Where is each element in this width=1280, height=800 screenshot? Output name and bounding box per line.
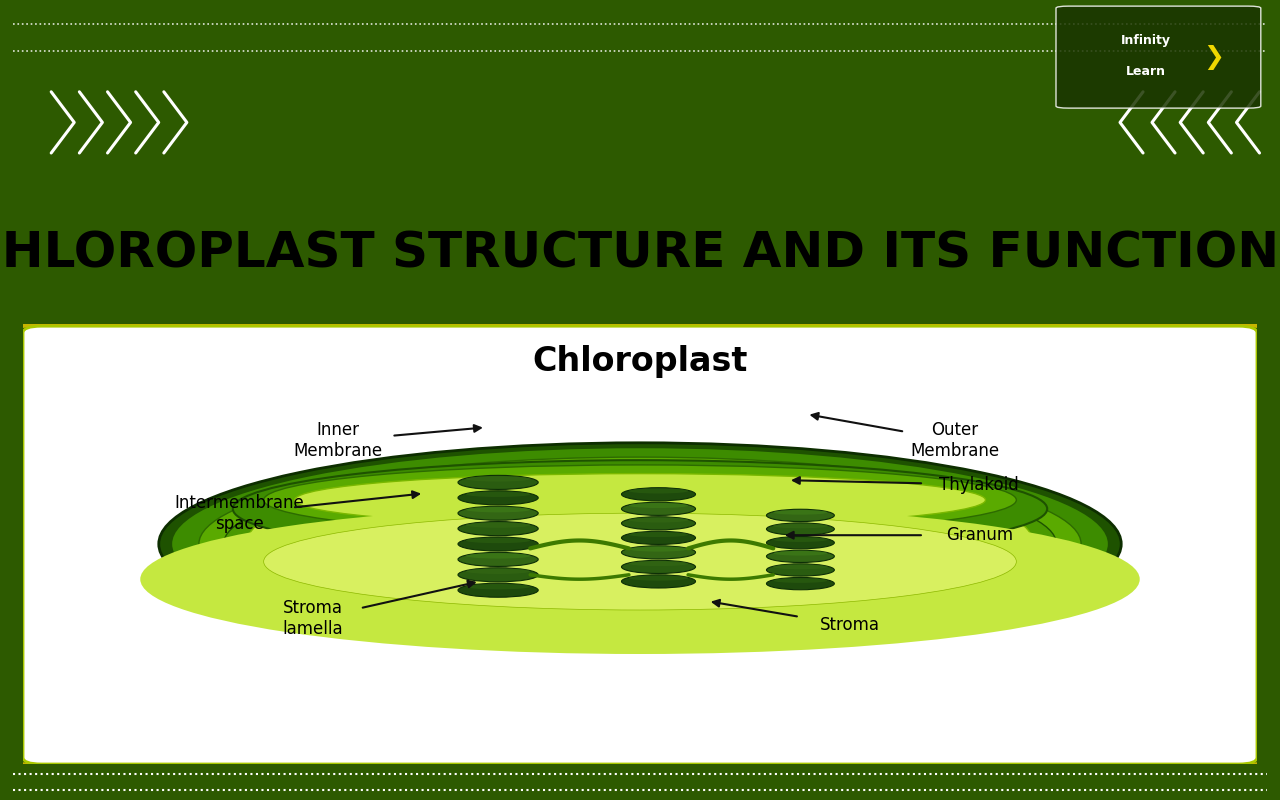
Ellipse shape (458, 552, 538, 566)
Ellipse shape (466, 522, 530, 528)
Ellipse shape (767, 537, 835, 549)
Ellipse shape (141, 504, 1139, 654)
Ellipse shape (248, 470, 1032, 609)
Ellipse shape (628, 532, 689, 537)
Ellipse shape (466, 492, 530, 497)
Text: CHLOROPLAST STRUCTURE AND ITS FUNCTIONS: CHLOROPLAST STRUCTURE AND ITS FUNCTIONS (0, 230, 1280, 278)
Text: Outer
Membrane: Outer Membrane (910, 421, 1000, 460)
Ellipse shape (628, 503, 689, 508)
Text: Granum: Granum (946, 526, 1012, 544)
Ellipse shape (628, 575, 689, 581)
Ellipse shape (466, 476, 530, 482)
Ellipse shape (172, 447, 1108, 641)
FancyBboxPatch shape (23, 326, 1257, 764)
Ellipse shape (773, 565, 828, 570)
Ellipse shape (628, 518, 689, 522)
Ellipse shape (458, 583, 538, 598)
Ellipse shape (264, 465, 1016, 535)
Ellipse shape (767, 550, 835, 562)
Ellipse shape (224, 466, 1056, 622)
Text: Chloroplast: Chloroplast (532, 345, 748, 378)
Ellipse shape (773, 510, 828, 514)
Text: Inner
Membrane: Inner Membrane (293, 421, 383, 460)
Ellipse shape (458, 506, 538, 520)
Ellipse shape (773, 578, 828, 583)
Text: Intermembrane
space: Intermembrane space (174, 494, 303, 533)
Ellipse shape (466, 507, 530, 512)
Ellipse shape (628, 546, 689, 551)
Ellipse shape (466, 569, 530, 574)
Ellipse shape (767, 578, 835, 590)
FancyBboxPatch shape (17, 324, 1263, 766)
Ellipse shape (622, 488, 695, 501)
Text: Infinity: Infinity (1120, 34, 1171, 47)
Ellipse shape (294, 474, 986, 526)
Ellipse shape (466, 584, 530, 590)
Ellipse shape (773, 538, 828, 542)
Ellipse shape (628, 489, 689, 494)
Ellipse shape (458, 475, 538, 490)
Ellipse shape (159, 442, 1121, 645)
Ellipse shape (773, 551, 828, 555)
Ellipse shape (622, 517, 695, 530)
Ellipse shape (233, 460, 1047, 558)
Ellipse shape (458, 490, 538, 505)
Ellipse shape (622, 546, 695, 559)
Text: Stroma: Stroma (819, 616, 879, 634)
Ellipse shape (466, 538, 530, 543)
Ellipse shape (622, 502, 695, 515)
Ellipse shape (198, 457, 1082, 631)
Ellipse shape (767, 510, 835, 522)
Text: Thylakoid: Thylakoid (940, 475, 1019, 494)
Ellipse shape (458, 537, 538, 551)
Ellipse shape (622, 560, 695, 574)
Ellipse shape (622, 574, 695, 588)
Text: ❯: ❯ (1203, 45, 1224, 70)
Text: Stroma
lamella: Stroma lamella (283, 599, 343, 638)
Ellipse shape (767, 564, 835, 576)
Ellipse shape (466, 554, 530, 558)
Ellipse shape (773, 524, 828, 528)
Ellipse shape (622, 531, 695, 545)
Ellipse shape (458, 568, 538, 582)
Ellipse shape (458, 522, 538, 536)
Ellipse shape (628, 561, 689, 566)
Ellipse shape (767, 523, 835, 535)
Ellipse shape (344, 500, 1010, 597)
Ellipse shape (242, 481, 1038, 539)
FancyBboxPatch shape (1056, 6, 1261, 108)
Text: Learn: Learn (1125, 65, 1166, 78)
Ellipse shape (264, 514, 1016, 610)
